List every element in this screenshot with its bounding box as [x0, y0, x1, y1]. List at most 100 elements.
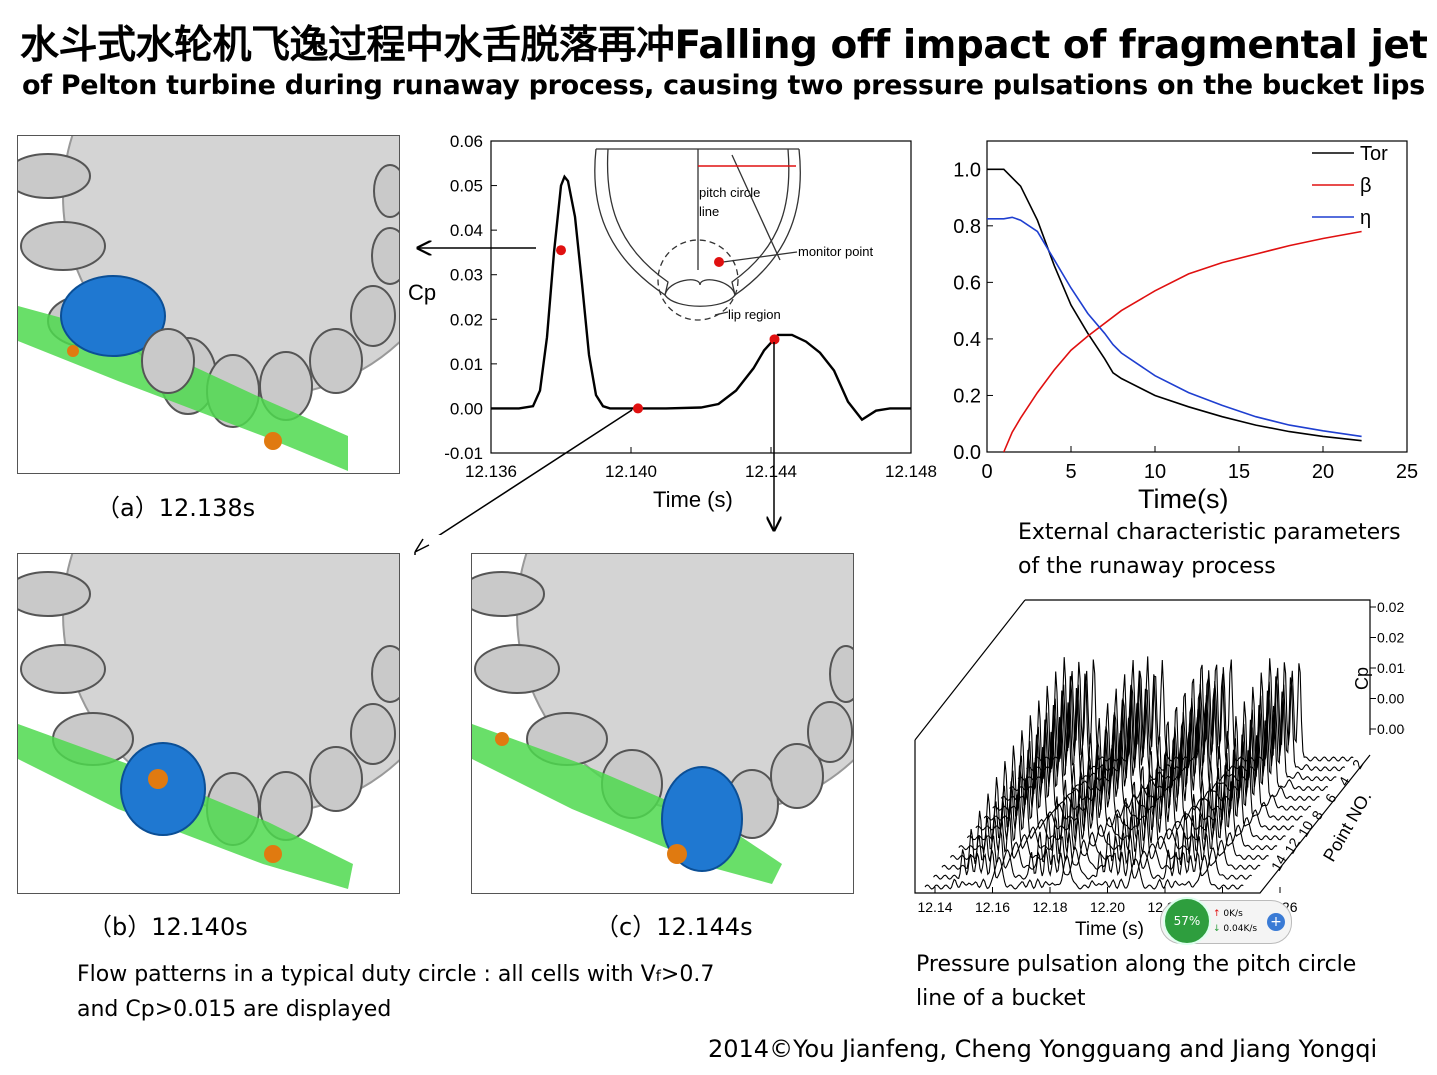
inset-label-lip: lip region [728, 307, 781, 322]
waterfall-point-tick-label: 6 [1322, 791, 1340, 806]
bucket-lip-schematic [594, 148, 801, 321]
waterfall-point-tick-label: 14 [1268, 852, 1290, 874]
legend-label: β [1360, 175, 1372, 197]
download-speed-value: 0.04K/s [1223, 924, 1258, 934]
plus-icon[interactable]: + [1267, 913, 1285, 931]
runaway-plot-frame [986, 140, 1408, 453]
flow-image-c [471, 553, 854, 894]
cp-ytick-label: 0.00 [450, 399, 483, 418]
cp-time-chart: -0.01 0.00 0.01 0.02 0.03 0.04 0.05 0.06 12.136… [408, 132, 937, 535]
arrow-b-head [414, 538, 430, 555]
runaway-series-2 [987, 216, 1362, 438]
runaway-time-label: Time(s) [1138, 484, 1228, 514]
runaway-series-0 [987, 168, 1362, 442]
caption-c: （c）12.144s [595, 913, 753, 941]
inset-label-monitor: monitor point [798, 244, 874, 259]
cp-axis-label: Cp [408, 280, 436, 305]
legend-label: η [1360, 207, 1371, 229]
page-title: 水斗式水轮机飞逸过程中水舌脱落再冲Falling off impact of f… [20, 23, 1428, 68]
cpu-percent-circle[interactable]: 57% [1163, 897, 1211, 945]
flow-image-b [17, 553, 400, 894]
pressure-waterfall-chart: 0.02840.02130.01420.00710.0000 246810121… [914, 599, 1405, 940]
waterfall-point-tick-label: 12 [1281, 835, 1303, 857]
waterfall-xtick-label: 12.20 [1090, 899, 1125, 915]
page-subtitle: of Pelton turbine during runaway process… [22, 70, 1425, 101]
caption-a: （a）12.138s [96, 494, 256, 522]
flow-note-line2: and Cp>0.015 are displayed [77, 997, 392, 1022]
flow-note-sub: f [655, 967, 661, 985]
runaway-ytick-label: 1.0 [953, 159, 981, 181]
cp-xtick-label: 12.148 [885, 462, 937, 481]
monitor-point-dot [714, 257, 724, 267]
download-arrow-icon: ↓ [1213, 924, 1221, 934]
cp-ytick-label: 0.01 [450, 355, 483, 374]
external-characteristic-note: External characteristic parameters of th… [1018, 516, 1401, 584]
pelton-runner-b [18, 554, 399, 893]
waterfall-trace [1034, 656, 1354, 762]
copyright-credit: 2014©You Jianfeng, Cheng Yongguang and J… [708, 1035, 1378, 1063]
runaway-xtick-label: 25 [1396, 461, 1418, 483]
upload-speed-value: 0K/s [1223, 909, 1243, 919]
waterfall-trace [949, 810, 1269, 861]
flow-note-line1-post: >0.7 [660, 962, 715, 987]
cp-ytick-label: 0.06 [450, 132, 483, 151]
waterfall-trace [933, 846, 1252, 880]
runaway-xtick-label: 15 [1228, 461, 1250, 483]
legend-label: Tor [1360, 143, 1388, 165]
cp-marker-point [769, 334, 780, 345]
cp-marker-point [556, 245, 566, 256]
waterfall-xtick-label: 12.14 [917, 899, 952, 915]
cp-ytick-label: -0.01 [444, 444, 483, 463]
waterfall-point-tick-label: 2 [1349, 757, 1367, 772]
runaway-ytick-label: 0.0 [953, 442, 981, 464]
runaway-xtick-label: 0 [981, 461, 992, 483]
runaway-xtick-label: 10 [1144, 461, 1166, 483]
cp-ytick-label: 0.05 [450, 177, 483, 196]
runaway-parameters-chart: 0.0 0.2 0.4 0.6 0.8 1.0 0 5 10 15 20 25 Tor βη Time… [953, 140, 1418, 514]
flow-image-a [17, 135, 400, 474]
waterfall-xtick-label: 12.18 [1032, 899, 1067, 915]
caption-b: （b）12.140s [88, 913, 248, 941]
waterfall-cp-tick-label: 0.0142 [1377, 660, 1405, 676]
waterfall-trace [941, 828, 1261, 870]
cp-xtick-label: 12.136 [465, 462, 517, 481]
download-speed: ↓ 0.04K/s [1213, 924, 1257, 934]
waterfall-cp-label: Cp [1352, 667, 1372, 690]
time-axis-label: Time (s) [653, 487, 733, 512]
runaway-xtick-label: 5 [1065, 461, 1076, 483]
pelton-runner-c [472, 554, 853, 893]
waterfall-cp-tick-label: 0.0284 [1377, 599, 1405, 615]
cp-marker-point [633, 403, 643, 414]
waterfall-cp-tick-label: 0.0071 [1377, 691, 1405, 707]
cp-series-line [491, 174, 911, 422]
waterfall-time-label: Time (s) [1075, 919, 1144, 940]
runaway-ytick-label: 0.2 [953, 385, 981, 407]
waterfall-trace [924, 853, 1244, 890]
runaway-series-1 [1003, 230, 1362, 453]
inset-label-pitch: pitch circle [699, 185, 760, 200]
pelton-runner-a [18, 136, 399, 473]
pressure-note-line2: line of a bucket [916, 986, 1086, 1011]
waterfall-cp-tick-label: 0.0000 [1377, 721, 1405, 737]
flow-patterns-note: Flow patterns in a typical duty circle :… [77, 958, 837, 1027]
arrow-to-b [438, 409, 633, 535]
runaway-ytick-label: 0.6 [953, 272, 981, 294]
waterfall-point-tick-label: 4 [1335, 774, 1353, 789]
cp-ytick-label: 0.02 [450, 310, 483, 329]
flow-note-line1-pre: Flow patterns in a typical duty circle :… [77, 962, 656, 987]
cp-ytick-label: 0.03 [450, 266, 483, 285]
cp-xtick-label: 12.140 [605, 462, 657, 481]
waterfall-cp-tick-label: 0.0213 [1377, 630, 1405, 646]
runaway-xtick-label: 20 [1312, 461, 1334, 483]
external-note-line1: External characteristic parameters [1018, 520, 1401, 545]
cp-xtick-label: 12.144 [745, 462, 797, 481]
inset-label-line: line [699, 204, 719, 219]
network-speed-widget[interactable]: 57% ↑ 0K/s ↓ 0.04K/s + [1160, 897, 1292, 945]
runaway-ytick-label: 0.8 [953, 216, 981, 238]
waterfall-point-tick-label: 10 [1295, 818, 1317, 840]
external-note-line2: of the runaway process [1018, 554, 1276, 579]
cp-ytick-label: 0.04 [450, 221, 483, 240]
waterfall-point-tick-label: 8 [1308, 808, 1326, 823]
upload-arrow-icon: ↑ [1213, 909, 1221, 919]
upload-speed: ↑ 0K/s [1213, 909, 1243, 919]
